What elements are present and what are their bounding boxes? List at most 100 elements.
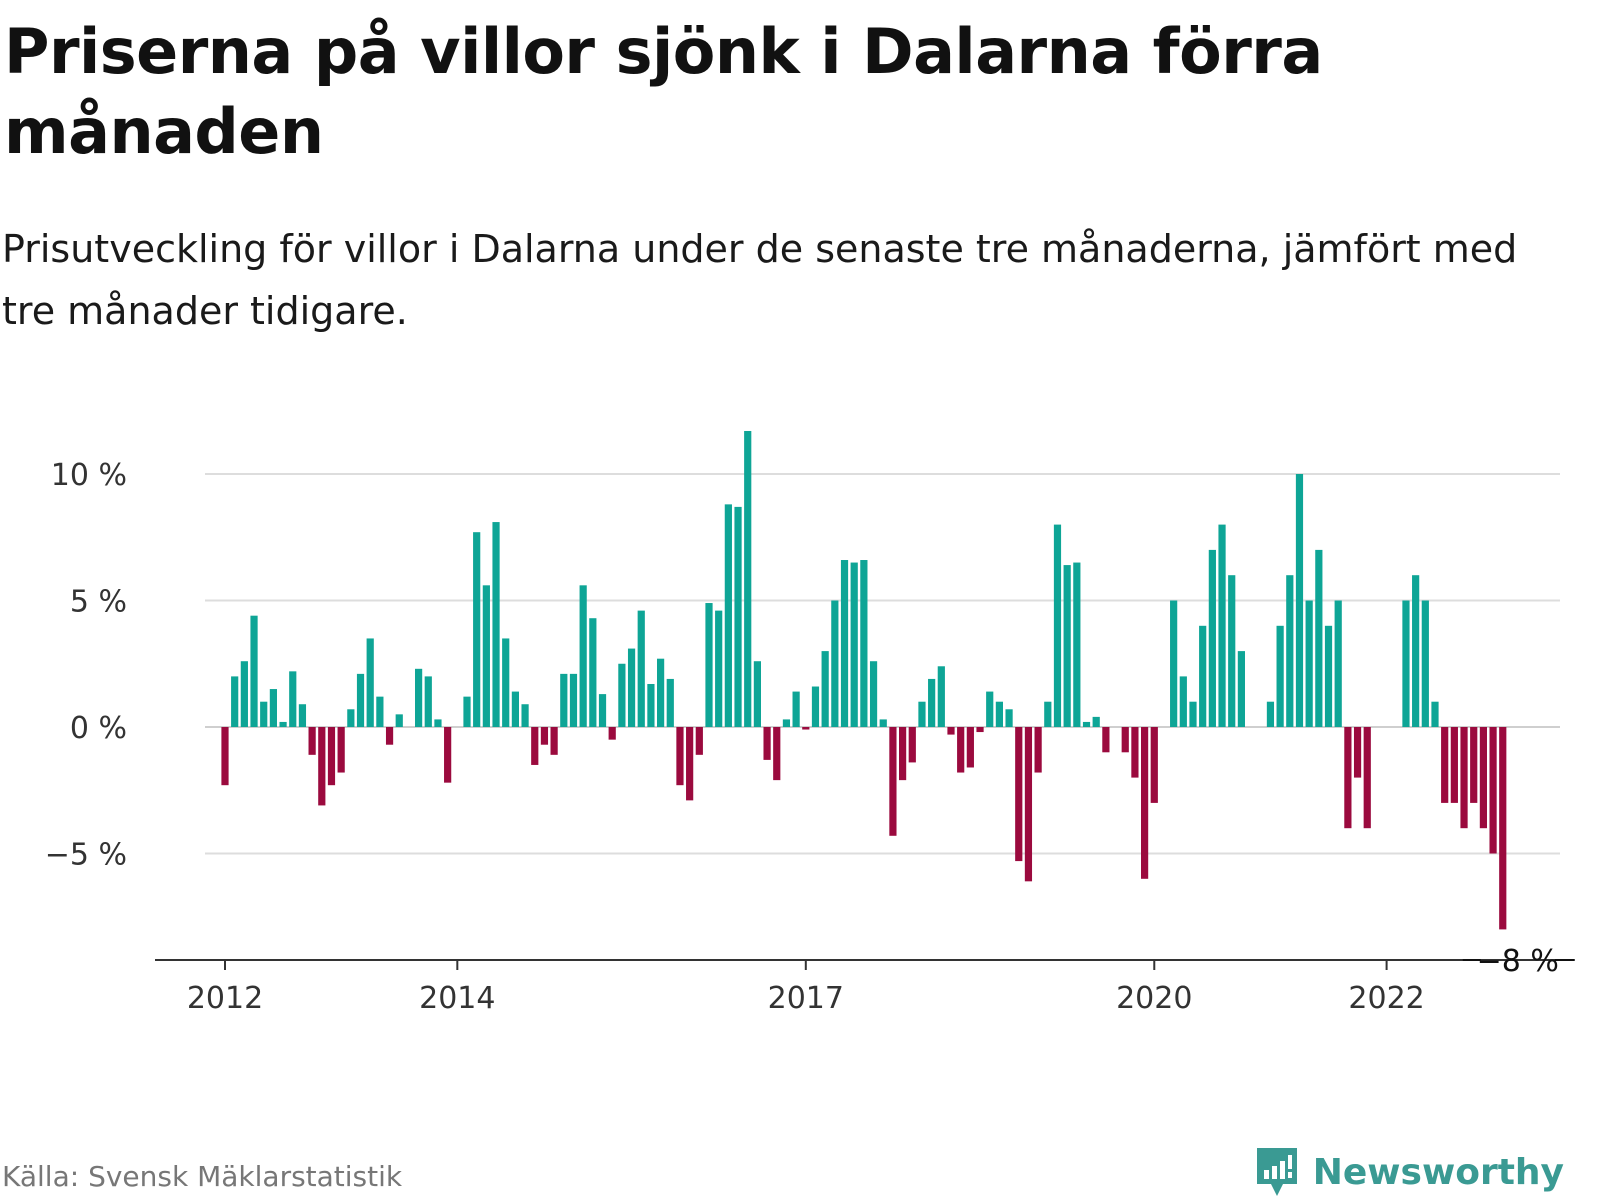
bar <box>792 691 800 727</box>
end-value-annotation: −8 % <box>1462 944 1575 979</box>
bar <box>308 727 316 755</box>
x-tick-label: 2014 <box>419 981 495 1016</box>
bar <box>1102 727 1110 753</box>
bar <box>240 661 248 727</box>
bar <box>1363 727 1371 829</box>
bar <box>1199 625 1207 727</box>
bar <box>337 727 345 773</box>
bar <box>773 727 781 781</box>
bar <box>376 696 384 727</box>
bar <box>347 709 355 727</box>
bar <box>1131 727 1139 778</box>
bar <box>1344 727 1352 829</box>
bar <box>279 721 287 727</box>
bar <box>1305 600 1313 727</box>
bar <box>492 522 500 727</box>
bar <box>327 727 336 786</box>
bar <box>802 727 810 730</box>
x-tick-label: 2012 <box>187 981 263 1016</box>
chart-subtitle: Prisutveckling för villor i Dalarna unde… <box>2 227 1518 333</box>
bar <box>269 689 277 727</box>
bar <box>928 678 936 727</box>
bar <box>1092 716 1100 727</box>
bar <box>1324 625 1333 727</box>
bar <box>918 701 926 727</box>
bar <box>724 504 732 727</box>
bar <box>1073 562 1081 727</box>
bar <box>473 532 481 727</box>
bar <box>434 719 442 727</box>
bar <box>976 727 984 733</box>
bar <box>1141 727 1149 879</box>
source-note: Källa: Svensk Mäklarstatistik <box>2 1160 403 1193</box>
bar <box>1044 701 1052 727</box>
y-tick-label: 10 % <box>51 458 127 493</box>
bar <box>463 696 471 727</box>
bar <box>1179 676 1187 727</box>
bar <box>1034 727 1042 773</box>
bar <box>840 560 849 727</box>
bar <box>424 676 432 727</box>
bar <box>647 683 655 727</box>
bar <box>1421 600 1429 727</box>
bar <box>744 430 752 727</box>
bar <box>1063 565 1071 727</box>
bar <box>1470 727 1478 803</box>
bar <box>1489 727 1497 854</box>
bar <box>598 694 607 727</box>
bar <box>1334 600 1342 727</box>
bar <box>782 719 791 727</box>
bar <box>221 727 229 786</box>
bar <box>521 704 529 727</box>
bar <box>1053 524 1062 727</box>
bar <box>318 727 326 806</box>
bar <box>1218 524 1226 727</box>
bar <box>1121 727 1129 753</box>
bar <box>1479 727 1487 829</box>
bar <box>511 691 519 727</box>
bar <box>1005 709 1013 727</box>
bar <box>850 562 858 727</box>
bar <box>695 727 703 755</box>
bar <box>1276 625 1284 727</box>
bar <box>666 678 674 727</box>
x-tick-label: 2020 <box>1116 981 1192 1016</box>
bar <box>531 727 539 765</box>
bar <box>395 714 403 727</box>
bar <box>734 506 742 727</box>
x-tick-label: 2017 <box>768 981 844 1016</box>
end-value-label: −8 % <box>1477 944 1559 979</box>
bar <box>821 651 829 727</box>
bar <box>1266 701 1275 727</box>
bar <box>657 658 665 727</box>
bar <box>366 638 374 727</box>
bar <box>947 727 955 735</box>
bar <box>231 676 239 727</box>
bar <box>569 673 578 727</box>
bar <box>1402 600 1410 727</box>
bar <box>260 701 268 727</box>
y-axis-ticks: 10 % 5 % 0 % −5 % <box>45 458 127 873</box>
y-tick-label: 0 % <box>70 711 127 746</box>
bar <box>705 603 713 727</box>
bar <box>540 727 549 745</box>
bar <box>1015 727 1023 862</box>
bar <box>966 727 974 768</box>
x-axis-ticks: 2012 2014 2017 2020 2022 <box>187 960 1425 1016</box>
bar <box>1082 721 1091 727</box>
bar <box>811 686 820 727</box>
bar <box>627 648 636 727</box>
bar <box>608 727 616 740</box>
bar <box>1295 474 1304 727</box>
bar <box>957 727 965 773</box>
bar <box>1353 727 1362 778</box>
newsworthy-logo-icon <box>1256 1148 1297 1196</box>
brand-logo[interactable]: Newsworthy <box>1253 1144 1564 1200</box>
bar <box>1499 727 1507 930</box>
bar <box>1024 727 1033 882</box>
bar <box>715 610 723 727</box>
bar <box>415 668 423 727</box>
bar <box>889 727 897 836</box>
bar <box>1208 549 1216 727</box>
bar <box>1441 727 1449 803</box>
